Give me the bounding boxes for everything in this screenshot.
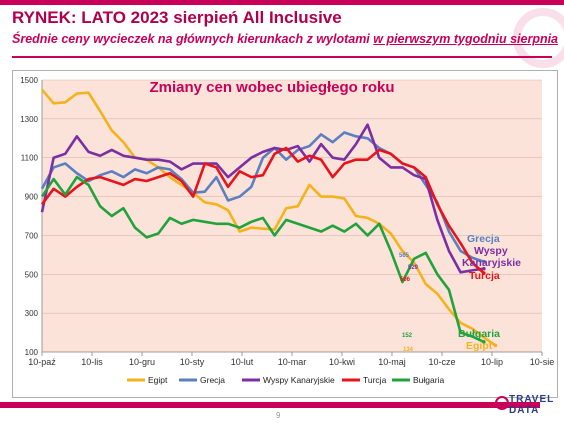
- series-name-label: Egipt: [466, 340, 493, 352]
- legend-label: Turcja: [363, 375, 387, 385]
- end-value-label: 506: [400, 277, 411, 283]
- series-name-label: Kanaryjskie: [462, 257, 521, 269]
- y-tick-label: 1300: [20, 115, 38, 124]
- series-line: [40, 175, 485, 344]
- x-tick-label: 10-mar: [278, 357, 307, 367]
- subtitle-text: Średnie ceny wycieczek na głównych kieru…: [12, 32, 374, 46]
- series-end-point: [482, 259, 486, 264]
- end-value-label: 134: [403, 347, 414, 353]
- series-name-label: Turcja: [469, 270, 500, 282]
- x-tick-label: 10-lut: [231, 357, 254, 367]
- series-line: [40, 146, 485, 275]
- y-tick-label: 700: [25, 231, 39, 240]
- x-tick-label: 10-gru: [129, 357, 155, 367]
- page-subtitle: Średnie ceny wycieczek na głównych kieru…: [12, 32, 558, 46]
- page-number: 9: [276, 411, 281, 420]
- footer-accent-bar: [0, 402, 540, 408]
- y-tick-label: 100: [25, 348, 39, 357]
- series-name-label: Grecja: [467, 233, 500, 245]
- price-change-chart: 100 300 500 700 900 1100 1300 1500 10-paź 10-lis 1…: [20, 76, 555, 385]
- subtitle-underlined: w pierwszym tygodniu sierpnia: [373, 32, 559, 46]
- header-separator: [12, 56, 552, 58]
- legend-label: Wyspy Kanaryjskie: [263, 375, 335, 385]
- series-line: [40, 123, 485, 274]
- y-tick-label: 1500: [20, 76, 38, 85]
- series-line: [41, 88, 497, 347]
- logo-ring-icon: [495, 396, 509, 410]
- x-tick-label: 10-sie: [530, 357, 555, 367]
- y-tick-label: 1100: [21, 154, 39, 163]
- x-tick-label: 10-kwi: [329, 357, 355, 367]
- chart-title: Zmiany cen wobec ubiegłego roku: [149, 79, 394, 96]
- legend-label: Grecja: [200, 375, 225, 385]
- series-name-label: Bułgaria: [458, 328, 500, 340]
- x-tick-label: 10-maj: [378, 357, 406, 367]
- logo-text-travel: TRAVEL: [509, 394, 555, 405]
- x-tick-label: 10-cze: [428, 357, 455, 367]
- legend-label: Bułgaria: [413, 375, 444, 385]
- end-value-label: 529: [408, 265, 419, 271]
- series-name-label: Wyspy: [474, 245, 508, 257]
- decorative-watermark: [488, 8, 564, 68]
- page-title: RYNEK: LATO 2023 sierpień All Inclusive: [12, 8, 342, 27]
- series-end-point: [482, 340, 486, 344]
- series-end-point: [482, 271, 486, 275]
- series-end-point: [493, 343, 498, 348]
- x-tick-label: 10-lis: [81, 357, 103, 367]
- plot-area: [42, 80, 542, 352]
- travel-data-logo: TRAVEL DATA: [495, 394, 561, 422]
- logo-text-data: DATA: [509, 405, 540, 416]
- header-accent-bar: [0, 0, 564, 5]
- x-tick-label: 10-lip: [481, 357, 503, 367]
- x-tick-label: 10-paź: [28, 357, 56, 367]
- legend-label: Egipt: [148, 375, 168, 385]
- y-tick-label: 900: [25, 193, 39, 202]
- x-tick-label: 10-sty: [180, 357, 205, 367]
- y-tick-label: 300: [25, 309, 39, 318]
- y-tick-label: 500: [25, 270, 39, 279]
- series-end-point: [482, 266, 486, 271]
- end-value-label: 565: [399, 253, 410, 259]
- end-value-label: 152: [402, 333, 413, 339]
